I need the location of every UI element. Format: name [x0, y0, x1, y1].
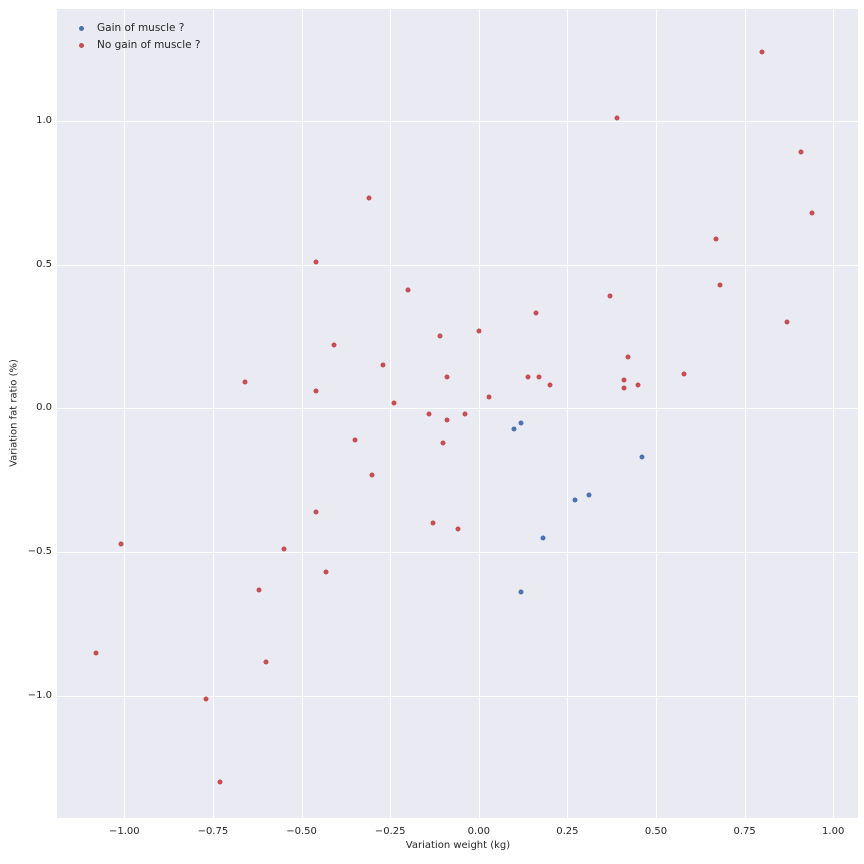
scatter-point — [759, 49, 765, 55]
scatter-point — [572, 497, 577, 503]
gain-muscle-marker-icon — [79, 25, 84, 31]
scatter-point — [281, 546, 287, 552]
gridline-horizontal — [57, 552, 858, 554]
x-tick-label: −0.25 — [374, 826, 406, 837]
scatter-point — [462, 411, 468, 417]
x-tick-label: 0.25 — [556, 826, 579, 837]
gridline-vertical — [390, 9, 392, 818]
scatter-point — [717, 282, 723, 288]
scatter-point — [621, 377, 627, 383]
legend-label-gain: Gain of muscle ? — [97, 22, 185, 34]
y-axis-label: Variation fat ratio (%) — [8, 359, 20, 467]
scatter-point — [525, 374, 531, 380]
y-tick-label: 1.0 — [36, 114, 52, 126]
scatter-point — [331, 342, 336, 348]
x-tick-label: 0.75 — [733, 826, 756, 837]
scatter-point — [635, 382, 641, 388]
gridline-vertical — [478, 9, 480, 818]
scatter-point — [809, 210, 815, 216]
scatter-point — [511, 426, 517, 431]
legend-label-no-gain: No gain of muscle ? — [97, 39, 201, 51]
gridline-horizontal — [57, 120, 858, 122]
scatter-point — [476, 328, 482, 334]
scatter-point — [540, 535, 546, 541]
scatter-point — [313, 259, 319, 265]
scatter-point — [798, 149, 804, 155]
gridline-vertical — [212, 9, 214, 818]
y-tick-label: 0.5 — [36, 258, 52, 270]
no-gain-muscle-marker-icon — [79, 42, 84, 48]
gridline-vertical — [833, 9, 835, 818]
gridline-vertical — [124, 9, 126, 818]
scatter-point — [256, 587, 262, 593]
scatter-point — [426, 411, 432, 417]
scatter-point — [444, 374, 450, 380]
gridline-vertical — [656, 9, 657, 818]
scatter-point — [533, 310, 538, 316]
scatter-point — [440, 440, 446, 446]
gridline-vertical — [301, 9, 303, 818]
scatter-point — [784, 319, 790, 325]
scatter-point — [93, 650, 99, 656]
scatter-point — [625, 354, 631, 359]
scatter-point — [118, 541, 124, 546]
scatter-point — [547, 382, 553, 388]
plot-area: Gain of muscle ? No gain of muscle ? — [57, 9, 858, 818]
scatter-point — [366, 195, 372, 201]
y-tick-label: −1.0 — [27, 690, 52, 701]
scatter-point — [369, 472, 375, 477]
scatter-point — [437, 333, 443, 339]
gridline-horizontal — [57, 408, 858, 410]
legend-item-gain: Gain of muscle ? — [75, 21, 201, 35]
scatter-point — [323, 569, 329, 575]
scatter-point — [536, 374, 542, 380]
scatter-point — [518, 589, 524, 595]
scatter-point — [352, 437, 358, 443]
x-tick-label: −0.50 — [286, 826, 317, 837]
x-tick-label: −0.75 — [197, 826, 229, 837]
x-tick-label: 0.00 — [467, 826, 490, 837]
x-tick-label: −1.00 — [108, 826, 140, 837]
scatter-point — [713, 236, 719, 242]
y-tick-label: −0.5 — [27, 546, 52, 558]
x-axis-label: Variation weight (kg) — [405, 840, 511, 851]
gridline-horizontal — [57, 696, 858, 697]
scatter-point — [217, 779, 223, 785]
y-tick-label: 0.0 — [36, 402, 52, 414]
scatter-point — [430, 520, 436, 526]
gridline-horizontal — [57, 264, 858, 266]
scatter-point — [486, 394, 492, 400]
scatter-point — [586, 492, 592, 498]
legend-item-no-gain: No gain of muscle ? — [75, 38, 201, 52]
gridline-vertical — [744, 9, 746, 818]
scatter-point — [607, 293, 613, 299]
scatter-point — [242, 379, 248, 385]
gridline-vertical — [567, 9, 569, 818]
scatter-point — [263, 659, 269, 664]
scatter-point — [518, 420, 524, 426]
scatter-point — [313, 388, 319, 394]
x-tick-label: 1.00 — [822, 826, 845, 837]
scatter-point — [621, 385, 627, 391]
scatter-point — [391, 400, 397, 406]
scatter-point — [405, 287, 411, 293]
scatter-point — [313, 509, 319, 515]
scatter-point — [203, 696, 209, 702]
scatter-point — [455, 526, 460, 532]
legend: Gain of muscle ? No gain of muscle ? — [67, 17, 209, 56]
scatter-point — [614, 115, 620, 121]
x-tick-label: 0.50 — [644, 826, 668, 837]
scatter-point — [444, 417, 450, 423]
scatter-point — [380, 362, 386, 368]
scatter-point — [639, 454, 645, 460]
scatter-point — [681, 371, 687, 377]
